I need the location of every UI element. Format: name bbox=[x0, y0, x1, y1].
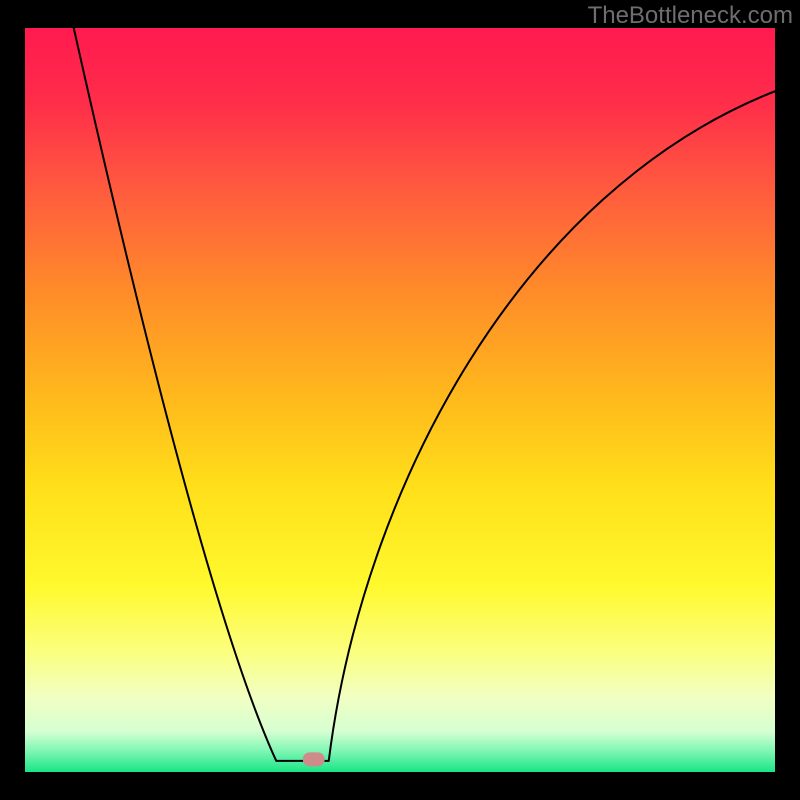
gradient-background bbox=[25, 28, 775, 772]
watermark-text: TheBottleneck.com bbox=[588, 2, 793, 30]
border-bottom bbox=[0, 772, 800, 800]
border-left bbox=[0, 0, 25, 800]
plot-area bbox=[25, 28, 775, 772]
plot-svg bbox=[25, 28, 775, 772]
optimum-marker bbox=[303, 752, 325, 766]
border-right bbox=[775, 0, 800, 800]
chart-stage: TheBottleneck.com bbox=[0, 0, 800, 800]
